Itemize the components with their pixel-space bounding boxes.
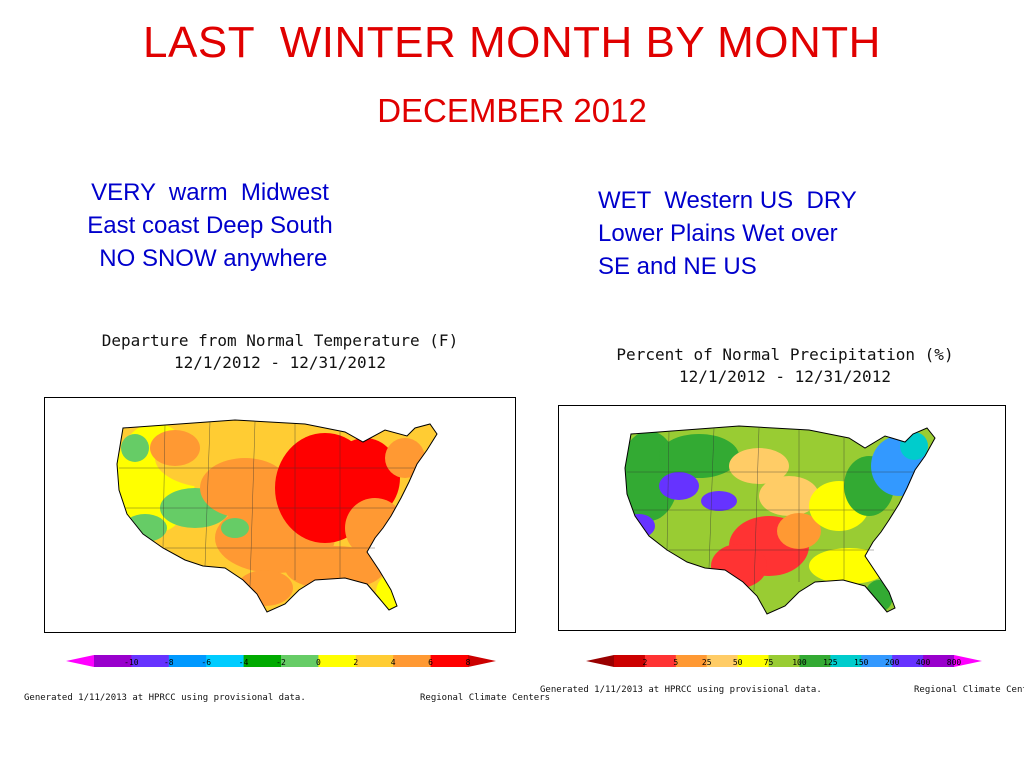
slide-subtitle: DECEMBER 2012 bbox=[377, 92, 647, 129]
temperature-legend-swatch bbox=[393, 655, 432, 667]
temperature-legend-swatch bbox=[281, 655, 319, 667]
precip-legend-tick-label: 75 bbox=[764, 658, 774, 667]
temperature-legend-swatch bbox=[206, 655, 245, 667]
temperature-legend-swatch bbox=[131, 655, 170, 667]
temperature-legend-arrow-low bbox=[66, 655, 94, 667]
precip-legend-swatch bbox=[799, 655, 831, 667]
precip-legend-tick-label: 400 bbox=[916, 658, 931, 667]
precip-legend-tick-label: 100 bbox=[792, 658, 807, 667]
temperature-map-date-range: 12/1/2012 - 12/31/2012 bbox=[174, 353, 386, 372]
precip-map-image bbox=[624, 425, 936, 615]
precip-legend-swatch bbox=[768, 655, 800, 667]
precip-legend-swatch bbox=[830, 655, 862, 667]
temperature-map-title-line1: Departure from Normal Temperature (F) bbox=[101, 331, 459, 350]
temperature-legend-swatch bbox=[94, 655, 132, 667]
temperature-map-title: Departure from Normal Temperature (F) 12… bbox=[60, 330, 500, 374]
temperature-footer-source: Regional Climate Centers bbox=[420, 693, 551, 703]
temperature-legend-swatch bbox=[243, 655, 282, 667]
precip-legend-swatch bbox=[706, 655, 739, 667]
temperature-legend-tick-label: -8 bbox=[164, 658, 174, 667]
precip-legend-arrow-high bbox=[954, 655, 982, 667]
temperature-legend-tick-label: -4 bbox=[239, 658, 249, 667]
precip-legend-swatch bbox=[675, 655, 708, 667]
temperature-footer-generated: Generated 1/11/2013 at HPRCC using provi… bbox=[24, 693, 306, 703]
precip-map-date-range: 12/1/2012 - 12/31/2012 bbox=[679, 367, 891, 386]
precip-legend-tick-label: 125 bbox=[823, 658, 838, 667]
temperature-legend-tick-label: 6 bbox=[428, 658, 433, 667]
temperature-legend-swatch bbox=[430, 655, 469, 667]
precip-map-title-line1: Percent of Normal Precipitation (%) bbox=[616, 345, 954, 364]
temperature-legend-arrow-high bbox=[468, 655, 496, 667]
temperature-legend-tick-label: -6 bbox=[201, 658, 211, 667]
temperature-legend-tick-label: 4 bbox=[391, 658, 396, 667]
precip-legend-swatch bbox=[737, 655, 770, 667]
temperature-map-frame bbox=[44, 397, 516, 633]
precipitation-summary-note: WET Western US DRY Lower Plains Wet over… bbox=[598, 187, 857, 280]
precip-legend-swatch bbox=[923, 655, 955, 667]
temperature-legend-tick-label: -10 bbox=[124, 658, 139, 667]
temperature-legend-tick-label: -2 bbox=[276, 658, 286, 667]
precip-map-frame bbox=[558, 405, 1006, 631]
precip-legend-swatch bbox=[614, 655, 646, 667]
precip-legend-swatch bbox=[861, 655, 893, 667]
precip-legend-swatch bbox=[892, 655, 924, 667]
precip-legend-tick-label: 800 bbox=[947, 658, 962, 667]
temperature-legend-tick-label: 8 bbox=[466, 658, 471, 667]
precip-legend-swatch bbox=[644, 655, 677, 667]
precip-legend-tick-label: 25 bbox=[702, 658, 712, 667]
temperature-map-image bbox=[116, 419, 438, 613]
temperature-legend-tick-label: 2 bbox=[353, 658, 358, 667]
precip-legend-tick-label: 200 bbox=[885, 658, 900, 667]
temperature-legend-swatch bbox=[318, 655, 357, 667]
temperature-legend-swatch bbox=[168, 655, 207, 667]
precip-legend-tick-label: 2 bbox=[642, 658, 647, 667]
precip-legend-tick-label: 5 bbox=[673, 658, 678, 667]
precip-legend-arrow-low bbox=[586, 655, 614, 667]
precip-footer-source: Regional Climate Centers bbox=[914, 685, 1024, 695]
precip-legend-tick-label: 150 bbox=[854, 658, 869, 667]
precip-map-title: Percent of Normal Precipitation (%) 12/1… bbox=[560, 344, 1010, 388]
precip-footer-generated: Generated 1/11/2013 at HPRCC using provi… bbox=[540, 685, 822, 695]
precip-legend-colorbar: 2 5 25 50 75 100 125 150 200 400 800 bbox=[586, 655, 982, 667]
precip-legend-tick-label: 50 bbox=[733, 658, 743, 667]
temperature-legend-colorbar: -10-8-6-4-20246810 bbox=[66, 655, 496, 667]
temperature-summary-note: VERY warm Midwest East coast Deep South … bbox=[87, 179, 333, 272]
slide-title: LAST WINTER MONTH BY MONTH bbox=[143, 18, 881, 67]
temperature-legend-tick-label: 0 bbox=[316, 658, 321, 667]
temperature-legend-swatch bbox=[355, 655, 394, 667]
